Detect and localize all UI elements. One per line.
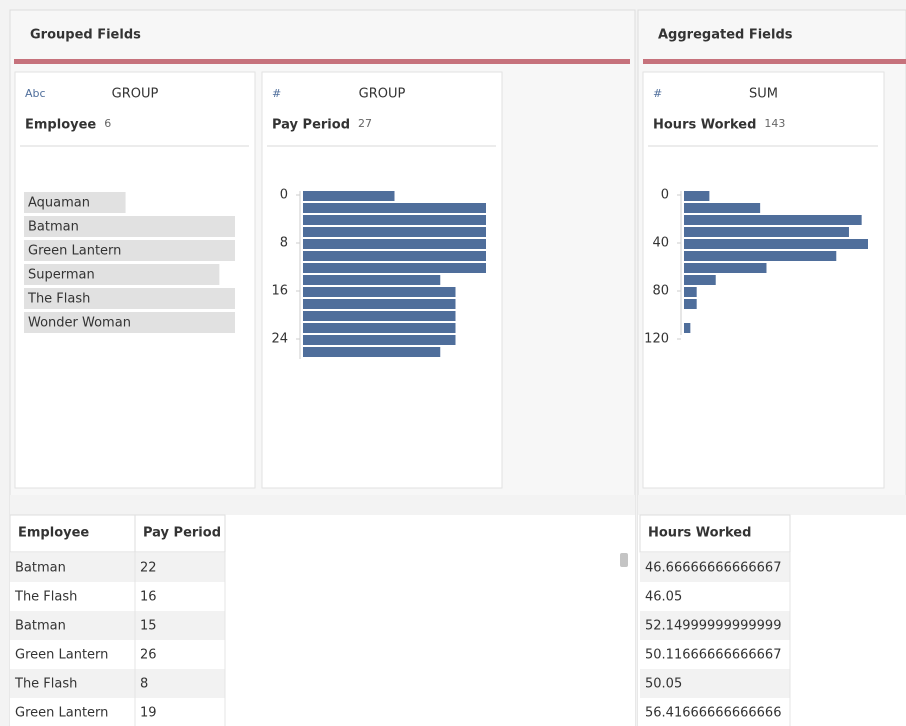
category-bar	[24, 240, 235, 261]
cell: 26	[140, 648, 157, 663]
cell: 15	[140, 619, 157, 634]
column-header	[9, 514, 136, 553]
histogram-bar	[684, 275, 716, 285]
distinct-count: 27	[358, 117, 372, 130]
cell: Batman	[15, 619, 66, 634]
cell: The Flash	[14, 677, 77, 692]
histogram-bar	[303, 251, 486, 261]
role: GROUP	[112, 87, 159, 102]
role: GROUP	[359, 87, 406, 102]
cell: 46.66666666666667	[645, 561, 781, 576]
type-icon: #	[272, 87, 281, 100]
histogram-bar	[684, 299, 697, 309]
panel-accent	[14, 59, 630, 64]
histogram-bar	[303, 239, 486, 249]
category-bar	[24, 192, 126, 213]
category-label: Wonder Woman	[28, 316, 131, 331]
cell: Batman	[15, 561, 66, 576]
histogram-bar	[303, 311, 456, 321]
tick-label: 120	[644, 332, 669, 347]
histogram-bar	[684, 263, 767, 273]
table-gap	[10, 495, 635, 515]
row-shade	[640, 669, 790, 698]
field-name: Employee	[25, 118, 96, 133]
panel-title: Aggregated Fields	[658, 28, 793, 43]
row-shade	[10, 611, 225, 640]
cell: 50.05	[645, 677, 682, 692]
histogram-bar	[303, 215, 486, 225]
histogram-bar	[303, 275, 441, 285]
tick-label: 0	[280, 188, 288, 203]
category-bar	[24, 288, 235, 309]
histogram-bar	[303, 347, 441, 357]
histogram-bar	[303, 227, 486, 237]
cell: 52.14999999999999	[645, 619, 781, 634]
histogram-bar	[684, 191, 710, 201]
distinct-count: 6	[104, 117, 111, 130]
category-label: Superman	[28, 268, 95, 283]
category-label: The Flash	[27, 292, 90, 307]
histogram-bar	[303, 335, 456, 345]
cell: Green Lantern	[15, 648, 108, 663]
scrollbar-thumb[interactable]	[620, 553, 628, 567]
histogram-bar	[303, 191, 395, 201]
tick-label: 8	[280, 236, 288, 251]
panel-accent	[643, 59, 906, 64]
histogram-bar	[303, 323, 456, 333]
histogram-bar	[303, 299, 456, 309]
histogram-bar	[684, 323, 691, 333]
column-header-label: Hours Worked	[648, 526, 751, 541]
row-shade	[640, 611, 790, 640]
category-label: Green Lantern	[28, 244, 121, 259]
column-header-label: Employee	[18, 526, 89, 541]
column-header	[639, 514, 791, 553]
tick-label: 80	[652, 284, 669, 299]
cell: 22	[140, 561, 157, 576]
role: SUM	[749, 87, 778, 102]
panel-title: Grouped Fields	[30, 28, 141, 43]
category-label: Batman	[28, 220, 79, 235]
tick-label: 16	[271, 284, 288, 299]
cell: 50.11666666666667	[645, 648, 781, 663]
cell: 46.05	[645, 590, 682, 605]
histogram-bar	[684, 203, 761, 213]
table-gap	[638, 495, 906, 515]
histogram-bar	[303, 203, 486, 213]
tick-label: 40	[652, 236, 669, 251]
histogram-bar	[303, 287, 456, 297]
column-header-label: Pay Period	[143, 526, 221, 541]
row-shade	[10, 553, 225, 582]
profile-card	[642, 71, 885, 489]
category-bar	[24, 264, 220, 285]
distinct-count: 143	[764, 117, 785, 130]
histogram-bar	[684, 239, 868, 249]
category-bar	[24, 312, 235, 333]
histogram-bar	[684, 287, 697, 297]
cell: 19	[140, 706, 157, 721]
histogram-bar	[303, 263, 486, 273]
field-name: Pay Period	[272, 118, 350, 133]
histogram-bar	[684, 251, 837, 261]
row-shade	[640, 553, 790, 582]
histogram-bar	[684, 227, 849, 237]
tick-label: 0	[661, 188, 669, 203]
type-icon: Abc	[25, 87, 46, 100]
cell: The Flash	[14, 590, 77, 605]
row-shade	[10, 669, 225, 698]
type-icon: #	[653, 87, 662, 100]
category-bar	[24, 216, 235, 237]
cell: 56.41666666666666	[645, 706, 781, 721]
cell: 16	[140, 590, 157, 605]
column-header	[134, 514, 226, 553]
category-label: Aquaman	[28, 196, 90, 211]
histogram-bar	[684, 215, 862, 225]
cell: 8	[140, 677, 148, 692]
cell: Green Lantern	[15, 706, 108, 721]
field-name: Hours Worked	[653, 118, 756, 133]
tick-label: 24	[271, 332, 288, 347]
